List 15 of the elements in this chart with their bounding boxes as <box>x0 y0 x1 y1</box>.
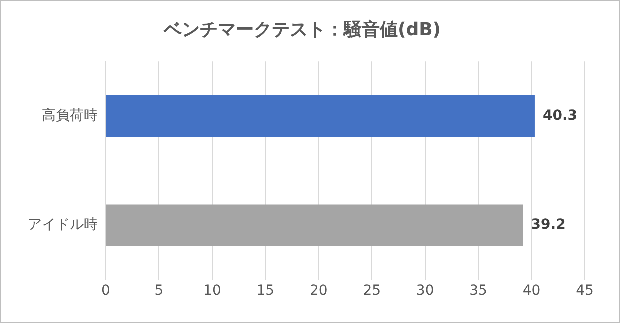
data-label: 40.3 <box>542 108 578 124</box>
x-tick-label: 0 <box>102 283 110 300</box>
y-tick-label: アイドル時 <box>28 217 98 234</box>
x-tick-label: 10 <box>204 283 222 300</box>
data-label: 39.2 <box>531 217 566 234</box>
x-tick-label: 25 <box>363 283 382 300</box>
x-tick-label: 40 <box>522 283 541 300</box>
x-tick-label: 5 <box>154 283 164 300</box>
x-tick-label: 35 <box>470 283 488 300</box>
x-tick-label: 15 <box>256 283 275 300</box>
chart-title: ベンチマークテスト：騒音値(dB) <box>162 19 442 40</box>
x-tick-label: 20 <box>310 283 328 300</box>
y-tick-label: 高負荷時 <box>42 108 98 124</box>
x-tick-label: 30 <box>416 283 434 300</box>
x-tick-label: 45 <box>576 283 594 300</box>
